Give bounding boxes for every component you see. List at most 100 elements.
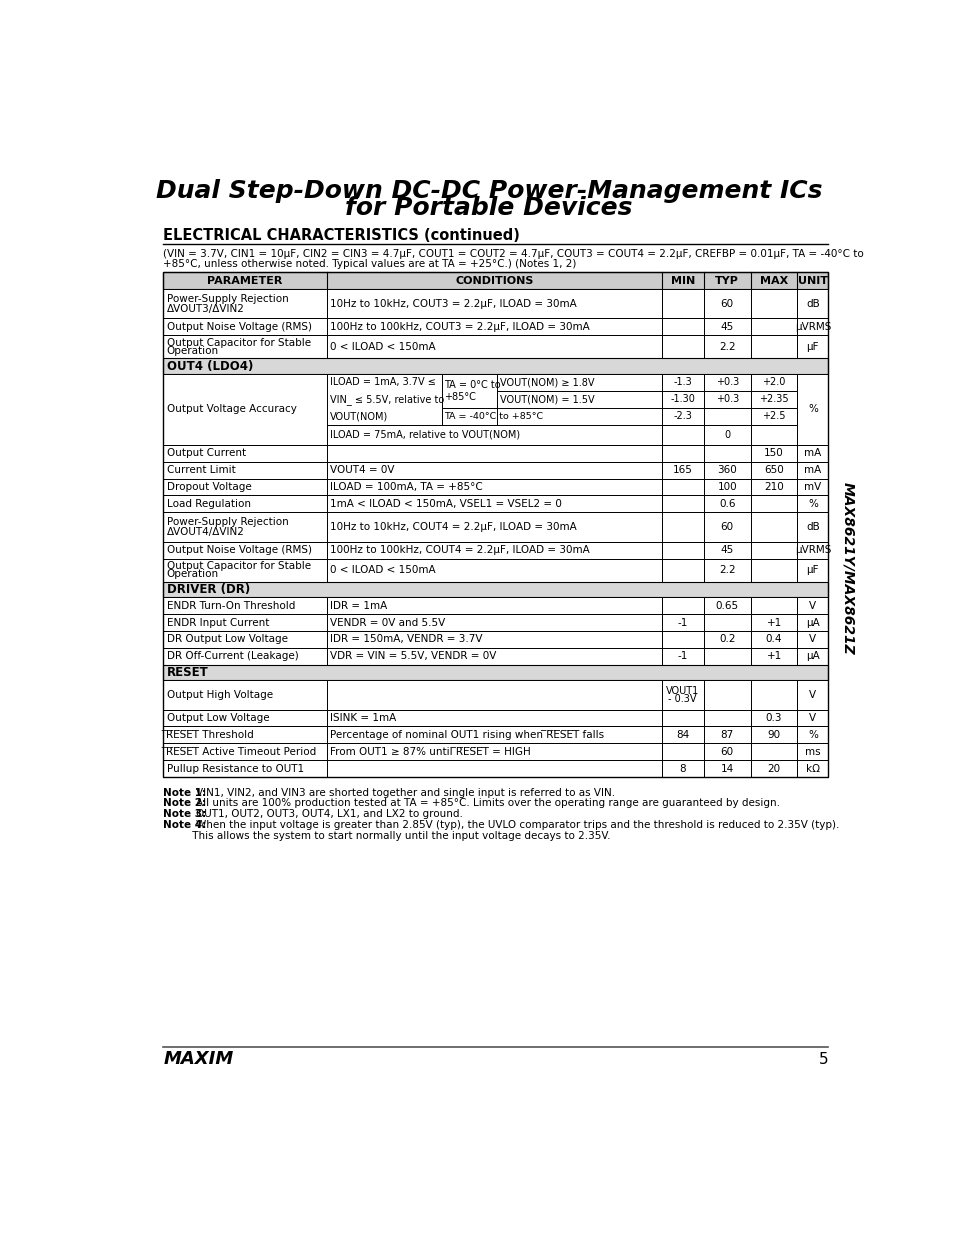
Text: 1mA < ILOAD < 150mA, VSEL1 = VSEL2 = 0: 1mA < ILOAD < 150mA, VSEL1 = VSEL2 = 0 [330, 499, 561, 509]
Bar [797, 597, 827, 614]
Bar [327, 597, 661, 614]
Text: VOUT4 = 0V: VOUT4 = 0V [330, 466, 395, 475]
Bar [441, 408, 497, 425]
Bar [703, 319, 750, 336]
Text: 0: 0 [723, 430, 730, 440]
Text: for Portable Devices: for Portable Devices [345, 196, 632, 220]
Bar [163, 478, 327, 495]
Bar [327, 558, 661, 582]
Bar [661, 513, 703, 542]
Bar [327, 743, 661, 761]
Text: VOUT(NOM) = 1.5V: VOUT(NOM) = 1.5V [499, 394, 594, 404]
Text: 45: 45 [720, 545, 733, 556]
Bar [750, 542, 797, 558]
Text: (VIN = 3.7V, CIN1 = 10μF, CIN2 = CIN3 = 4.7μF, COUT1 = COUT2 = 4.7μF, COUT3 = CO: (VIN = 3.7V, CIN1 = 10μF, CIN2 = CIN3 = … [163, 249, 863, 259]
Text: ENDR Turn-On Threshold: ENDR Turn-On Threshold [167, 600, 294, 610]
Text: 210: 210 [763, 482, 783, 492]
Bar [327, 319, 661, 336]
Bar [327, 614, 661, 631]
Bar [703, 648, 750, 664]
Text: - 0.3V: - 0.3V [668, 694, 697, 704]
Bar [163, 358, 827, 374]
Text: Dual Step-Down DC-DC Power-Management ICs: Dual Step-Down DC-DC Power-Management IC… [155, 179, 821, 203]
Text: Power-Supply Rejection: Power-Supply Rejection [167, 294, 288, 304]
Text: Dropout Voltage: Dropout Voltage [167, 482, 251, 492]
Text: μVRMS: μVRMS [794, 545, 830, 556]
Text: Output Capacitor for Stable: Output Capacitor for Stable [167, 562, 311, 572]
Bar [703, 631, 750, 648]
Text: 90: 90 [767, 730, 780, 740]
Text: -1.3: -1.3 [673, 377, 691, 388]
Bar [703, 597, 750, 614]
Text: mA: mA [803, 466, 821, 475]
Bar [797, 289, 827, 319]
Text: 8: 8 [679, 763, 685, 774]
Text: Note 1:: Note 1: [163, 788, 207, 798]
Bar [750, 390, 797, 408]
Bar [163, 319, 327, 336]
Bar [750, 631, 797, 648]
Bar [163, 597, 327, 614]
Text: +0.3: +0.3 [715, 394, 738, 404]
Text: DR Output Low Voltage: DR Output Low Voltage [167, 635, 287, 645]
Text: 14: 14 [720, 763, 733, 774]
Text: ΔVOUT3/ΔVIN2: ΔVOUT3/ΔVIN2 [167, 304, 244, 314]
Bar [327, 495, 661, 513]
Text: ELECTRICAL CHARACTERISTICS (continued): ELECTRICAL CHARACTERISTICS (continued) [163, 227, 519, 243]
Bar [163, 336, 327, 358]
Bar [661, 680, 703, 710]
Text: 0.2: 0.2 [719, 635, 735, 645]
Text: μF: μF [806, 342, 819, 352]
Bar [750, 319, 797, 336]
Text: 20: 20 [767, 763, 780, 774]
Text: OUT4 (LDO4): OUT4 (LDO4) [167, 359, 253, 373]
Bar [163, 664, 827, 680]
Bar [327, 513, 661, 542]
Bar [327, 462, 661, 478]
Bar [703, 289, 750, 319]
Text: dB: dB [805, 299, 819, 309]
Text: DR Off-Current (Leakage): DR Off-Current (Leakage) [167, 651, 298, 662]
Bar [750, 513, 797, 542]
Text: -1: -1 [677, 651, 687, 662]
Bar [163, 462, 327, 478]
Bar [797, 462, 827, 478]
Bar [703, 374, 750, 390]
Bar [703, 558, 750, 582]
Text: Note 4:: Note 4: [163, 820, 207, 830]
Text: 2.2: 2.2 [719, 342, 735, 352]
Bar [441, 374, 497, 408]
Bar [163, 614, 327, 631]
Bar [750, 680, 797, 710]
Bar [661, 648, 703, 664]
Bar [327, 542, 661, 558]
Text: +0.3: +0.3 [715, 377, 738, 388]
Text: IDR = 150mA, VENDR = 3.7V: IDR = 150mA, VENDR = 3.7V [330, 635, 482, 645]
Bar [797, 614, 827, 631]
Bar [797, 513, 827, 542]
Text: PARAMETER: PARAMETER [208, 275, 283, 285]
Text: μVRMS: μVRMS [794, 322, 830, 332]
Bar [750, 336, 797, 358]
Text: Output Voltage Accuracy: Output Voltage Accuracy [167, 404, 296, 414]
Bar [327, 648, 661, 664]
Bar [661, 462, 703, 478]
Bar [703, 726, 750, 743]
Bar [661, 558, 703, 582]
Text: V: V [808, 635, 816, 645]
Bar [703, 408, 750, 425]
Bar [327, 445, 661, 462]
Bar [327, 336, 661, 358]
Bar [163, 272, 827, 777]
Text: 0 < ILOAD < 150mA: 0 < ILOAD < 150mA [330, 342, 436, 352]
Bar [797, 726, 827, 743]
Bar [661, 408, 703, 425]
Bar [661, 743, 703, 761]
Bar [750, 462, 797, 478]
Text: 150: 150 [763, 448, 783, 458]
Bar [163, 272, 827, 289]
Text: Output Low Voltage: Output Low Voltage [167, 713, 269, 722]
Text: 165: 165 [672, 466, 692, 475]
Bar [750, 597, 797, 614]
Bar [327, 726, 661, 743]
